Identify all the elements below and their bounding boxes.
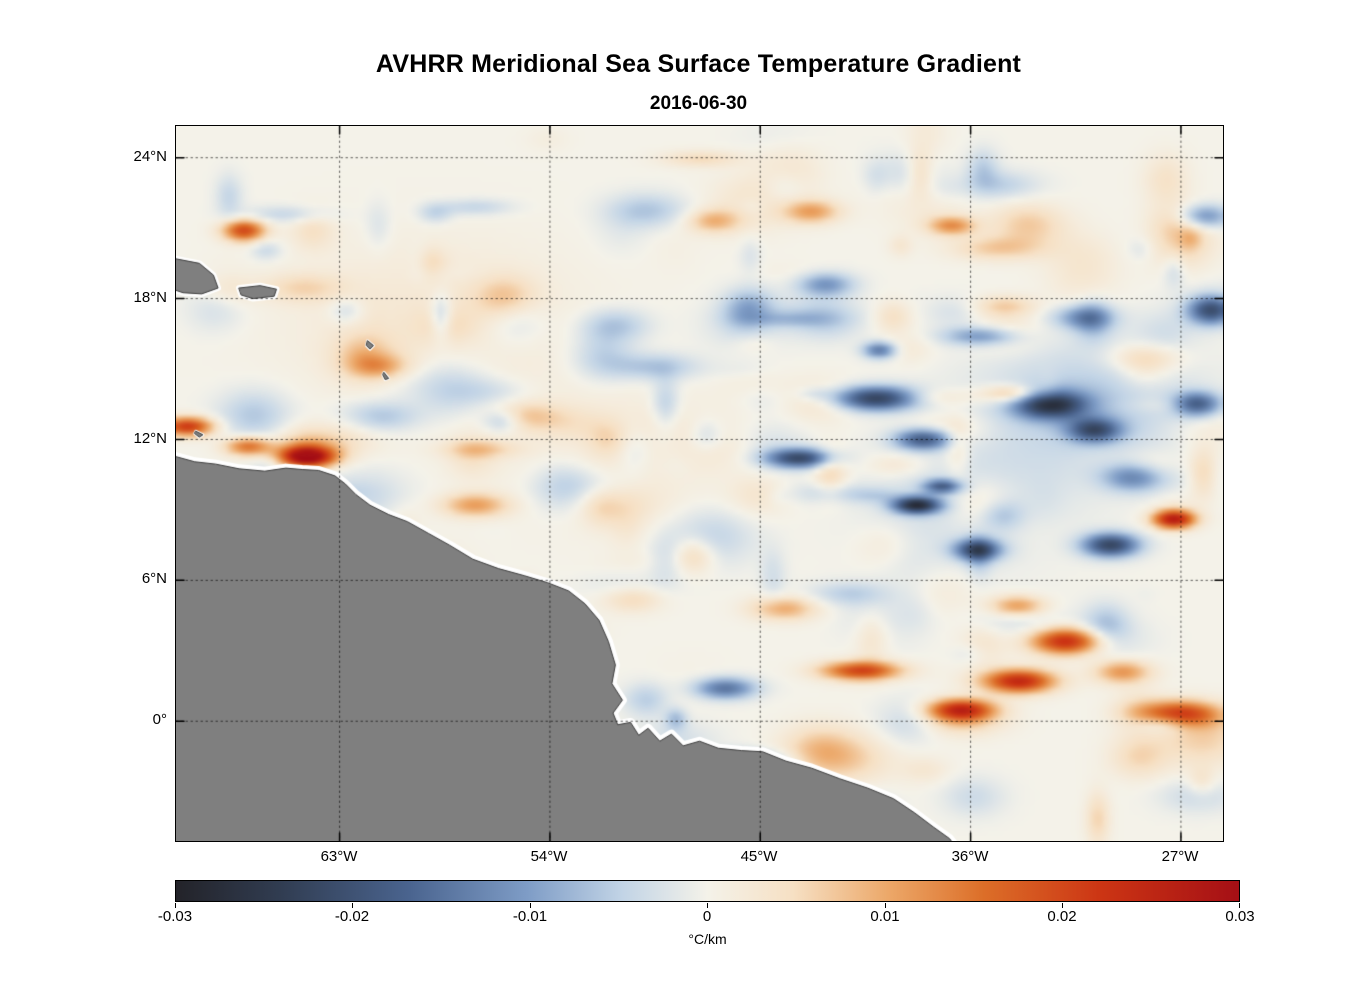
colorbar-tick-mark xyxy=(707,903,708,908)
colorbar-tick-label: -0.03 xyxy=(157,908,193,925)
colorbar-tick-label: 0 xyxy=(702,908,712,925)
x-tick-label-27w: 27°W xyxy=(1161,848,1199,865)
colorbar-tick-mark xyxy=(1239,903,1240,908)
colorbar-tick-mark xyxy=(530,903,531,908)
x-tick-label-45w: 45°W xyxy=(740,848,778,865)
colorbar-tick-mark xyxy=(352,903,353,908)
y-tick-label-18n: 18°N xyxy=(133,289,167,306)
colorbar-tick-label: -0.01 xyxy=(512,908,548,925)
chart-subtitle: 2016-06-30 xyxy=(649,93,748,114)
x-tick-label-54w: 54°W xyxy=(530,848,568,865)
colorbar-tick-label: 0.02 xyxy=(1047,908,1077,925)
sst-gradient-heatmap xyxy=(176,126,1223,841)
x-tick-label-36w: 36°W xyxy=(951,848,989,865)
y-tick-label-24n: 24°N xyxy=(133,148,167,165)
y-tick-label-12n: 12°N xyxy=(133,430,167,447)
colorbar-tick-label: 0.03 xyxy=(1225,908,1255,925)
colorbar-tick-mark xyxy=(1062,903,1063,908)
colorbar-tick-mark xyxy=(175,903,176,908)
map-plot-area xyxy=(175,125,1224,842)
colorbar-tick-label: 0.01 xyxy=(870,908,900,925)
x-tick-label-63w: 63°W xyxy=(320,848,358,865)
colorbar xyxy=(175,880,1240,902)
colorbar-tick-mark xyxy=(885,903,886,908)
chart-title: AVHRR Meridional Sea Surface Temperature… xyxy=(375,50,1022,78)
colorbar-tick-label: -0.02 xyxy=(334,908,370,925)
y-tick-label-6n: 6°N xyxy=(141,570,167,587)
y-tick-label-0: 0° xyxy=(152,711,167,728)
colorbar-unit-label: °C/km xyxy=(688,931,727,947)
